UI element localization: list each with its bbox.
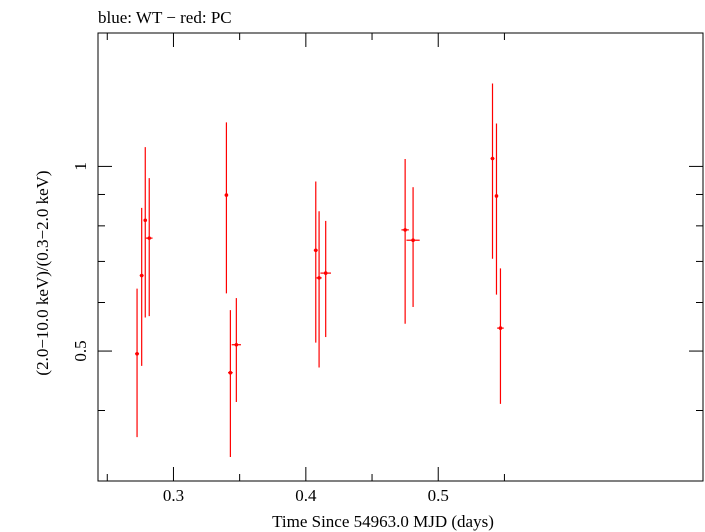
x-axis-label: Time Since 54963.0 MJD (days) (272, 512, 494, 531)
x-tick-label: 0.5 (428, 486, 449, 505)
point-marker (323, 271, 328, 275)
data-point (401, 159, 409, 324)
point-marker (403, 228, 407, 232)
point-marker (224, 193, 229, 197)
point-marker (139, 273, 144, 278)
point-marker (411, 238, 415, 243)
point-marker (317, 276, 321, 280)
data-point (490, 83, 495, 259)
point-marker (147, 236, 152, 240)
y-tick-label: 1 (71, 162, 90, 171)
axis-ticks: 0.3 0.4 0.5 0.5 1 (71, 33, 703, 505)
plot-frame (97, 32, 704, 482)
point-marker (135, 351, 139, 356)
x-tick-label: 0.4 (295, 486, 317, 505)
point-marker (143, 218, 148, 223)
point-marker (494, 194, 499, 198)
data-point (313, 181, 318, 343)
data-point (497, 268, 504, 404)
data-point (494, 123, 499, 295)
data-point (145, 178, 153, 317)
data-point (406, 187, 420, 307)
data-point (135, 288, 140, 438)
data-point (231, 298, 241, 402)
data-point (228, 310, 233, 457)
y-axis-label: (2.0−10.0 keV)/(0.3−2.0 keV) (33, 170, 52, 375)
point-marker (228, 370, 233, 375)
x-tick-label: 0.3 (163, 486, 184, 505)
point-marker (234, 342, 239, 347)
data-point (316, 211, 322, 368)
point-marker (490, 156, 495, 161)
data-point (139, 207, 144, 366)
data-point (320, 220, 331, 338)
data-point (143, 147, 148, 318)
point-marker (313, 248, 318, 253)
data-points (135, 83, 504, 457)
data-point (224, 122, 229, 294)
y-tick-label: 0.5 (71, 340, 90, 361)
point-marker (498, 326, 503, 330)
chart-title: blue: WT − red: PC (98, 8, 232, 27)
